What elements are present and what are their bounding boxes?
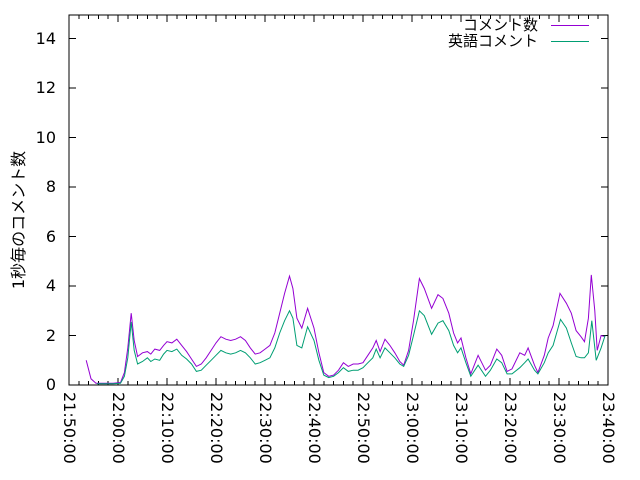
plot-frame-and-ticks: [68, 14, 609, 386]
legend-line-sample-comment-count: [551, 24, 589, 26]
legend-entry-english-comments: 英語コメント: [448, 33, 589, 49]
series-line-0: [85, 274, 606, 384]
legend-label-comment-count: コメント数: [462, 16, 538, 34]
legend-label-english-comments: 英語コメント: [447, 32, 538, 50]
y-axis-label: 1秒毎のコメント数: [9, 150, 28, 290]
legend-line-sample-english-comments: [551, 40, 589, 42]
series-line-1: [96, 309, 606, 385]
legend-entry-comment-count: コメント数: [448, 17, 589, 33]
legend: コメント数 英語コメント: [448, 17, 589, 49]
